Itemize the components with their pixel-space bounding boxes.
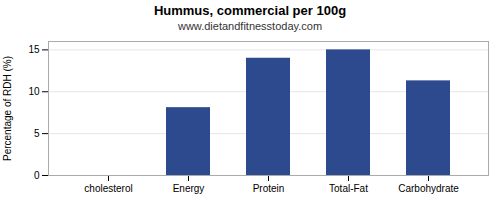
svg-text:5: 5 (34, 128, 40, 139)
svg-text:0: 0 (34, 170, 40, 181)
svg-text:10: 10 (28, 86, 40, 97)
html-text:Hummus, commercial per 100g: Hummus, commercial per 100g (153, 3, 347, 18)
svg-text:Energy: Energy (173, 183, 205, 194)
svg-text:Total-Fat: Total-Fat (329, 183, 368, 194)
svg-text:Percentage of RDH (%): Percentage of RDH (%) (2, 56, 13, 161)
svg-text:15: 15 (28, 44, 40, 55)
svg-text:Carbohydrate: Carbohydrate (398, 183, 459, 194)
html-text:www.dietandfitnesstoday.com: www.dietandfitnesstoday.com (178, 20, 322, 32)
svg-text:Protein: Protein (253, 183, 285, 194)
svg-text:cholesterol: cholesterol (84, 183, 132, 194)
